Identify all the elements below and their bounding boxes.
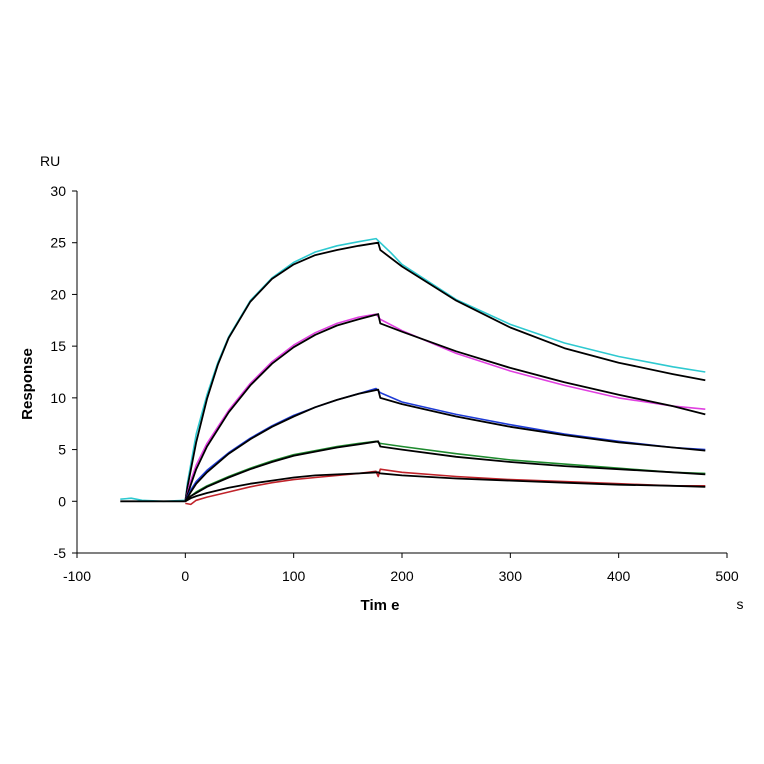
y-tick-label: 0: [58, 493, 66, 509]
measured-curve-8: [185, 468, 706, 506]
y-ticks: -5 0 5 10 15 20 25 30: [50, 183, 77, 561]
fit-curve-1: [120, 241, 706, 503]
y-tick-label: 30: [50, 183, 66, 199]
y-tick-label: 15: [50, 338, 66, 354]
measured-curve-2: [184, 313, 706, 502]
x-tick-label: 200: [390, 568, 414, 584]
x-tick-label: 400: [607, 568, 631, 584]
x-tick-label: 300: [499, 568, 523, 584]
x-tick-label: 500: [715, 568, 739, 584]
x-unit-label: s: [737, 596, 744, 612]
x-tick-label: -100: [63, 568, 91, 584]
y-tick-label: 25: [50, 235, 66, 251]
fit-curve-9: [184, 471, 706, 503]
y-unit-label: RU: [40, 153, 60, 169]
y-tick-label: 10: [50, 390, 66, 406]
series-layer: [120, 237, 706, 506]
axes: -5 0 5 10 15 20 25 30 -100 0 100 200 300 400 500: [50, 183, 738, 584]
measured-curve-0: [120, 237, 706, 503]
y-tick-label: 20: [50, 286, 66, 302]
y-axis-title: Response: [19, 348, 36, 420]
fit-curve-3: [184, 313, 706, 502]
fit-curve-7: [184, 440, 706, 502]
x-tick-label: 100: [282, 568, 306, 584]
x-ticks: -100 0 100 200 300 400 500: [63, 553, 739, 584]
fit-curve-5: [184, 388, 706, 502]
measured-curve-6: [184, 440, 706, 502]
y-tick-label: 5: [58, 442, 66, 458]
y-tick-label: -5: [54, 545, 67, 561]
x-axis-title: Tim e: [361, 597, 400, 614]
x-tick-label: 0: [181, 568, 189, 584]
